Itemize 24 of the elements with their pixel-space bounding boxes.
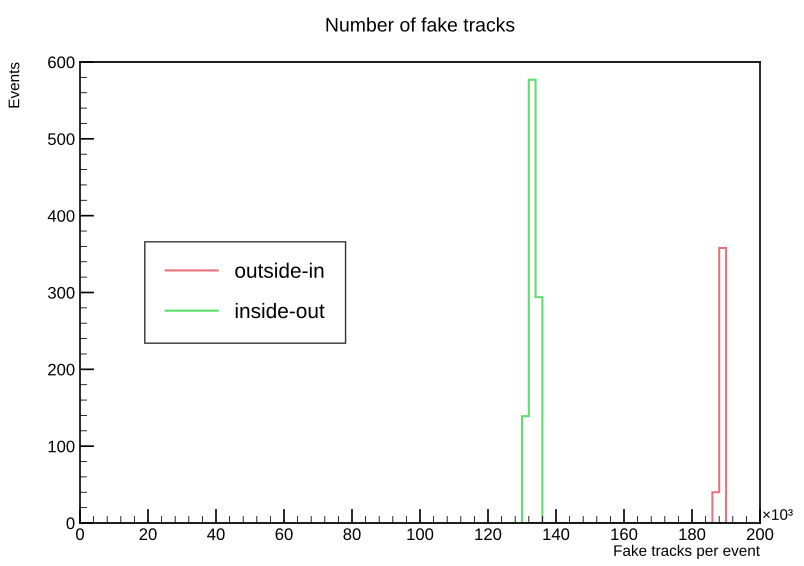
x-tick-label: 40 xyxy=(207,528,225,540)
x-tick-label: 160 xyxy=(611,528,638,540)
y-tick-label: 300 xyxy=(48,286,74,299)
x-tick-label: 180 xyxy=(679,528,706,540)
legend-label: inside-out xyxy=(236,302,325,318)
y-tick-label: 0 xyxy=(66,517,74,530)
y-tick-label: 100 xyxy=(48,440,74,452)
x-tick-label: 20 xyxy=(140,528,157,540)
y-tick-label: 200 xyxy=(48,364,74,376)
x-tick-label: 0 xyxy=(76,528,84,540)
y-axis-title: Events xyxy=(8,62,20,108)
y-tick-label: 500 xyxy=(48,133,74,146)
legend-label: outside-in xyxy=(235,262,324,278)
y-tick-label: 600 xyxy=(48,56,74,68)
x-tick-label: 120 xyxy=(475,528,502,540)
chart-title: Number of fake tracks xyxy=(326,17,514,32)
x-tick-label: 100 xyxy=(407,528,434,540)
text: ×10³ xyxy=(763,509,793,520)
x-tick-label: 200 xyxy=(746,528,774,540)
x-tick-label: 140 xyxy=(543,528,570,540)
y-tick-label: 400 xyxy=(48,210,74,222)
x-tick-label: 80 xyxy=(343,528,361,540)
x-axis-title: Fake tracks per event xyxy=(614,544,760,560)
x-tick-label: 60 xyxy=(276,528,293,540)
